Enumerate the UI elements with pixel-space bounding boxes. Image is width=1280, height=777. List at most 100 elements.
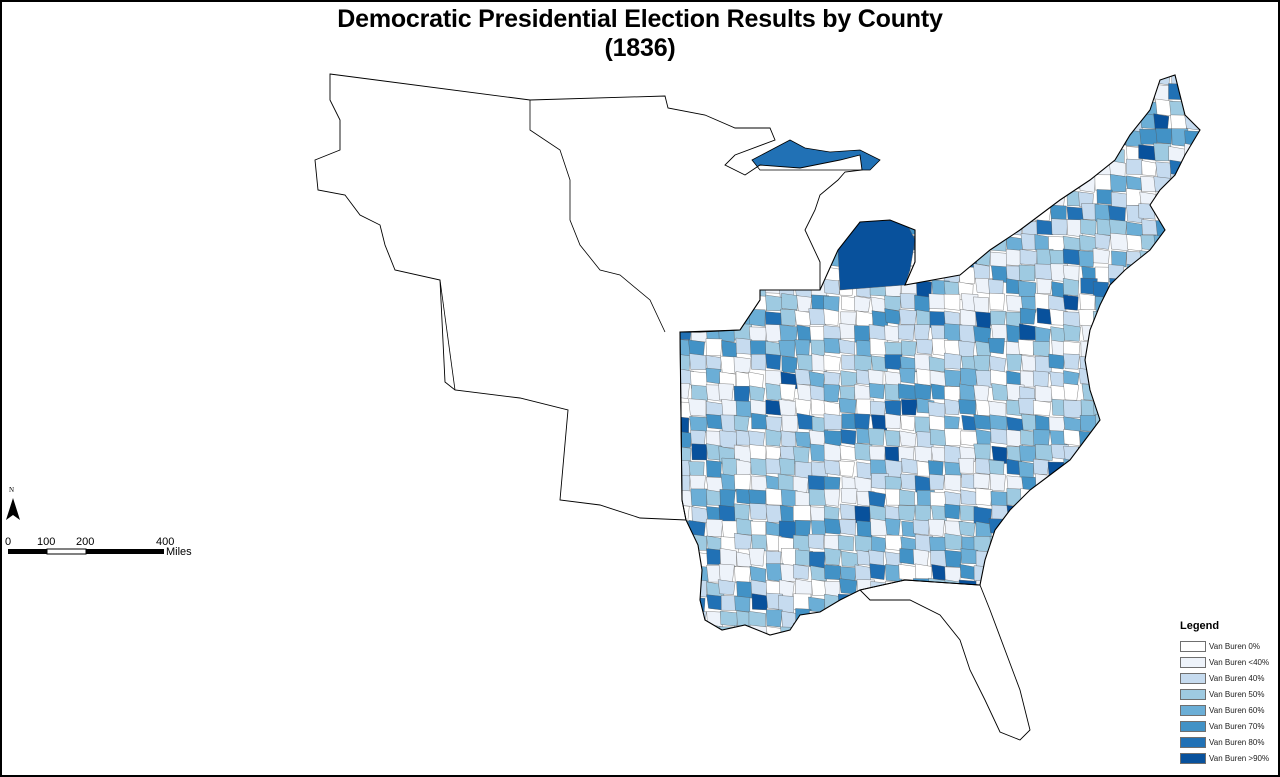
county-polygon	[824, 610, 843, 629]
county-polygon	[1111, 191, 1129, 209]
county-polygon	[680, 75, 691, 87]
county-polygon	[1034, 175, 1053, 194]
legend-item: Van Buren 70%	[1176, 718, 1276, 734]
county-polygon	[1141, 595, 1158, 613]
county-polygon	[749, 503, 768, 520]
county-polygon	[973, 414, 992, 430]
county-polygon	[1020, 174, 1039, 191]
county-polygon	[1123, 565, 1139, 582]
county-polygon	[1139, 250, 1158, 267]
county-polygon	[1066, 101, 1083, 120]
county-polygon	[1155, 190, 1174, 208]
county-polygon	[751, 593, 769, 611]
county-polygon	[1171, 593, 1189, 611]
county-polygon	[973, 473, 990, 489]
county-polygon	[1107, 548, 1127, 566]
county-polygon	[915, 75, 932, 87]
north-arrow-icon	[6, 498, 20, 520]
county-polygon	[1198, 84, 1200, 102]
county-polygon	[1094, 174, 1113, 191]
county-polygon	[1080, 340, 1099, 358]
county-polygon	[1094, 233, 1111, 250]
county-polygon	[884, 173, 902, 193]
county-polygon	[1002, 580, 1021, 597]
county-polygon	[855, 188, 875, 208]
county-polygon	[838, 338, 856, 355]
county-polygon	[1079, 548, 1096, 566]
county-polygon	[1035, 444, 1054, 461]
county-polygon	[1168, 489, 1186, 506]
county-polygon	[901, 144, 918, 160]
county-polygon	[1184, 340, 1200, 357]
county-polygon	[960, 430, 979, 447]
county-polygon	[898, 191, 915, 208]
county-polygon	[973, 506, 992, 524]
county-polygon	[1080, 458, 1099, 476]
county-polygon	[1035, 536, 1054, 555]
county-polygon	[944, 533, 963, 551]
county-polygon	[1018, 578, 1037, 596]
county-polygon	[914, 206, 931, 223]
county-polygon	[1093, 520, 1111, 539]
county-polygon	[1108, 611, 1125, 629]
legend-item: Van Buren >90%	[1176, 750, 1276, 766]
county-polygon	[1123, 490, 1142, 509]
county-polygon	[1184, 264, 1200, 284]
county-polygon	[1140, 234, 1157, 251]
county-polygon	[869, 563, 886, 580]
county-polygon	[1051, 159, 1067, 177]
county-polygon	[1063, 534, 1081, 551]
county-polygon	[944, 352, 962, 370]
county-polygon	[883, 144, 900, 162]
county-polygon	[1201, 355, 1218, 372]
county-polygon	[973, 384, 990, 402]
county-polygon	[1033, 458, 1050, 475]
county-polygon	[989, 292, 1005, 311]
county-polygon	[958, 203, 975, 222]
county-polygon	[705, 86, 721, 103]
county-polygon	[958, 458, 975, 474]
county-polygon	[1141, 415, 1158, 432]
county-polygon	[1033, 609, 1051, 628]
county-polygon	[1018, 519, 1036, 537]
county-polygon	[1095, 443, 1114, 462]
county-polygon	[1168, 430, 1185, 447]
county-polygon	[1021, 535, 1038, 553]
county-polygon	[1199, 131, 1200, 149]
county-polygon	[764, 101, 783, 120]
county-polygon	[944, 369, 962, 387]
county-polygon	[928, 415, 947, 432]
county-polygon	[884, 190, 902, 207]
county-polygon	[793, 100, 811, 118]
county-polygon	[823, 203, 840, 222]
map-legend: Legend Van Buren 0% Van Buren <40% Van Bur…	[1176, 620, 1276, 766]
county-polygon	[750, 458, 768, 476]
county-polygon	[854, 535, 873, 552]
county-polygon	[1122, 398, 1141, 415]
county-polygon	[718, 75, 736, 87]
county-polygon	[960, 175, 979, 194]
county-polygon	[1079, 175, 1096, 193]
county-polygon	[777, 100, 794, 118]
county-polygon	[764, 75, 781, 85]
county-polygon	[854, 413, 871, 430]
county-polygon	[1155, 279, 1174, 297]
county-polygon	[1081, 144, 1098, 162]
county-polygon	[1006, 563, 1023, 580]
county-polygon	[838, 397, 857, 414]
county-polygon	[1005, 144, 1023, 162]
county-polygon	[884, 354, 903, 370]
county-polygon	[990, 428, 1009, 445]
county-polygon	[1200, 116, 1216, 133]
legend-swatch	[1180, 752, 1206, 764]
county-polygon	[706, 460, 722, 478]
county-polygon	[796, 354, 814, 371]
county-polygon	[1185, 579, 1200, 597]
county-polygon	[899, 367, 916, 384]
county-polygon	[747, 308, 766, 327]
county-polygon	[1184, 353, 1200, 371]
county-polygon	[1109, 625, 1126, 635]
county-polygon	[1109, 340, 1127, 358]
county-polygon	[840, 429, 857, 446]
county-polygon	[1020, 609, 1037, 628]
